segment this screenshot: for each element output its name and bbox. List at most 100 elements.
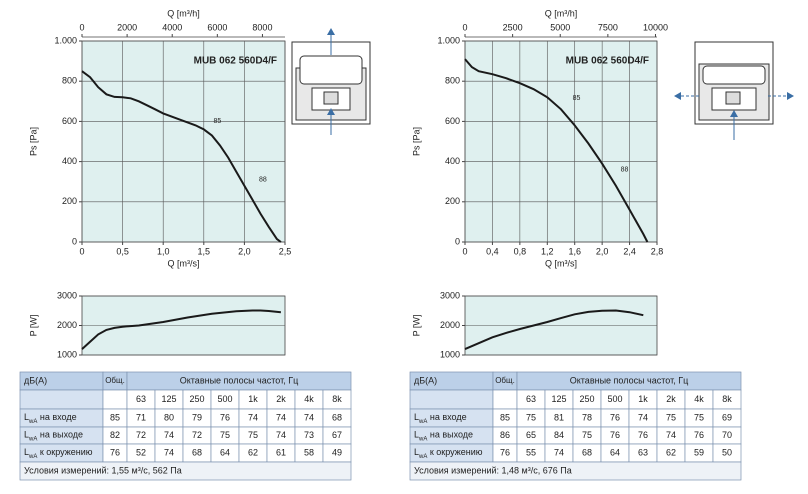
band-label: 125 <box>551 394 566 404</box>
y-tick-label: 3000 <box>57 290 77 300</box>
conditions: Условия измерений: 1,55 м³/с, 562 Па <box>24 465 182 475</box>
row-value: 81 <box>554 412 564 422</box>
table-bands-title: Октавные полосы частот, Гц <box>180 375 298 385</box>
band-label: 500 <box>607 394 622 404</box>
curve <box>464 309 644 351</box>
curve <box>81 70 282 243</box>
x-tick-label: 2,0 <box>596 246 609 256</box>
conditions: Условия измерений: 1,48 м³/с, 676 Па <box>414 465 572 475</box>
row-value: 75 <box>582 430 592 440</box>
fan-icon-right <box>674 41 794 140</box>
x-tick-label: 1,0 <box>157 246 170 256</box>
y-tick-label: 1.000 <box>437 35 460 45</box>
band-label: 63 <box>526 394 536 404</box>
row-value: 55 <box>526 447 536 457</box>
x-axis-label: Q [m³/s] <box>168 258 200 268</box>
row-value: 62 <box>248 447 258 457</box>
annotation: 85 <box>214 118 222 125</box>
row-label: LwA к окружению <box>414 447 483 459</box>
annotation: 85 <box>573 95 581 102</box>
row-value: 74 <box>276 412 286 422</box>
band-label: 125 <box>161 394 176 404</box>
x2-tick-label: 10000 <box>643 22 668 32</box>
row-label-symbol: L <box>24 412 29 422</box>
row-value: 68 <box>582 447 592 457</box>
x-tick-label: 2,0 <box>238 246 251 256</box>
table-head: дБ(A) <box>24 375 47 385</box>
row-value: 50 <box>722 447 732 457</box>
table-total-head: Общ. <box>105 376 125 385</box>
x-tick-label: 0 <box>462 246 467 256</box>
row-value: 79 <box>192 412 202 422</box>
row-value: 74 <box>638 412 648 422</box>
row-value: 76 <box>694 430 704 440</box>
x2-tick-label: 6000 <box>207 22 227 32</box>
row-value: 74 <box>304 412 314 422</box>
row-value: 76 <box>220 412 230 422</box>
x2-tick-label: 2000 <box>117 22 137 32</box>
row-value: 64 <box>610 447 620 457</box>
y-tick-label: 200 <box>62 196 77 206</box>
row-total: 86 <box>500 430 510 440</box>
y-tick-label: 0 <box>455 236 460 246</box>
y-tick-label: 2000 <box>440 320 460 330</box>
y-tick-label: 0 <box>72 236 77 246</box>
band-label: 250 <box>189 394 204 404</box>
x-tick-label: 1,2 <box>541 246 554 256</box>
row-total: 82 <box>110 430 120 440</box>
row-value: 78 <box>582 412 592 422</box>
x-tick-label: 1,6 <box>568 246 581 256</box>
fan-icon-left <box>291 28 371 135</box>
row-label-text: к окружению <box>37 447 92 457</box>
row-value: 74 <box>276 430 286 440</box>
row-label-text: на входе <box>37 412 76 422</box>
row-value: 74 <box>248 412 258 422</box>
y-tick-label: 1000 <box>57 349 77 359</box>
annotation: 88 <box>259 177 267 184</box>
row-value: 75 <box>666 412 676 422</box>
x-tick-label: 0,5 <box>116 246 129 256</box>
band-label: 500 <box>217 394 232 404</box>
y-tick-label: 600 <box>62 116 77 126</box>
row-value: 74 <box>164 447 174 457</box>
table-cell <box>19 389 104 410</box>
row-label: LwA на выходе <box>414 430 473 442</box>
y-tick-label: 1.000 <box>54 35 77 45</box>
row-label-symbol: L <box>414 430 419 440</box>
row-total: 76 <box>110 447 120 457</box>
x-tick-label: 2,4 <box>623 246 636 256</box>
row-value: 70 <box>722 430 732 440</box>
row-label-text: на входе <box>427 412 466 422</box>
row-label-text: на выходе <box>427 430 473 440</box>
row-total: 76 <box>500 447 510 457</box>
x2-tick-label: 2500 <box>503 22 523 32</box>
row-value: 76 <box>638 430 648 440</box>
row-value: 71 <box>136 412 146 422</box>
plot-area <box>464 40 658 243</box>
table-cell <box>492 389 518 410</box>
x2-axis-label: Q [m³/h] <box>167 8 200 18</box>
row-label-sub: wA <box>28 454 37 460</box>
band-label: 1k <box>248 394 258 404</box>
x2-tick-label: 0 <box>462 22 467 32</box>
y-axis-label: Ps [Pa] <box>28 127 38 156</box>
row-label-symbol: L <box>414 412 419 422</box>
x2-tick-label: 0 <box>79 22 84 32</box>
row-value: 63 <box>638 447 648 457</box>
chart-title: MUB 062 560D4/F <box>194 56 277 67</box>
row-value: 67 <box>332 430 342 440</box>
row-value: 68 <box>332 412 342 422</box>
table-bands-title: Октавные полосы частот, Гц <box>570 375 688 385</box>
row-label-sub: wA <box>418 436 427 442</box>
y-tick-label: 400 <box>62 156 77 166</box>
y-axis-label: P [W] <box>28 315 38 337</box>
chart-title: MUB 062 560D4/F <box>566 56 649 67</box>
row-total: 85 <box>500 412 510 422</box>
row-value: 76 <box>610 430 620 440</box>
row-label-sub: wA <box>418 454 427 460</box>
row-value: 68 <box>192 447 202 457</box>
y-axis-label: P [W] <box>411 315 421 337</box>
plot-area <box>81 40 286 243</box>
y-tick-label: 400 <box>445 156 460 166</box>
